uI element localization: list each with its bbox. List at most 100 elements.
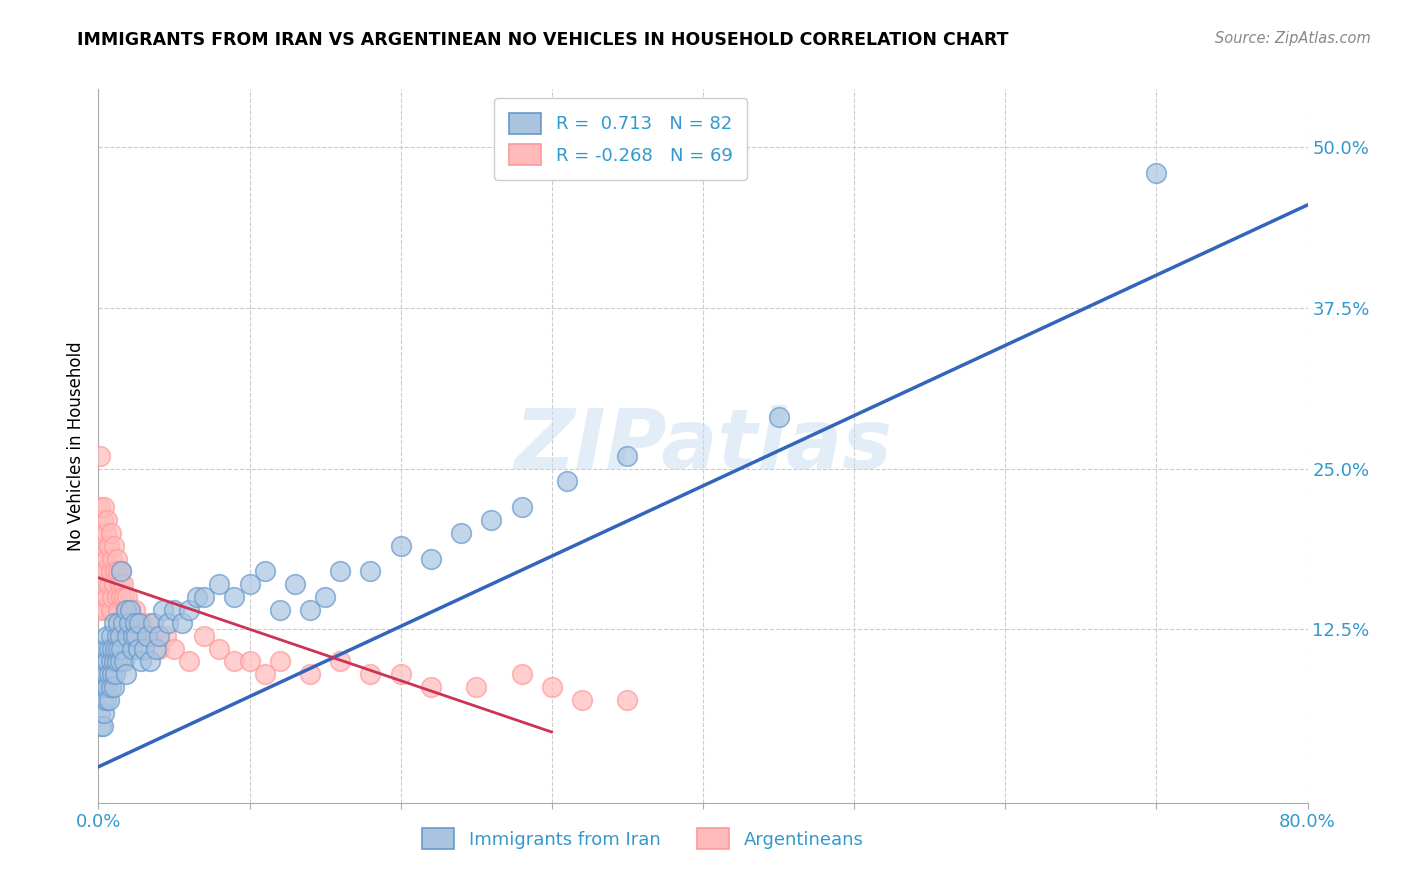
Point xyxy=(135,629,157,643)
Point xyxy=(90,603,112,617)
Point xyxy=(299,667,322,681)
Point xyxy=(94,641,117,656)
Point xyxy=(450,525,472,540)
Text: Source: ZipAtlas.com: Source: ZipAtlas.com xyxy=(1215,31,1371,46)
Point xyxy=(103,615,125,630)
Point xyxy=(299,603,322,617)
Point xyxy=(110,565,132,579)
Point xyxy=(142,615,165,630)
Point xyxy=(142,629,165,643)
Legend: Immigrants from Iran, Argentineans: Immigrants from Iran, Argentineans xyxy=(413,819,872,858)
Point xyxy=(96,629,118,643)
Point xyxy=(148,629,170,643)
Point xyxy=(98,641,121,656)
Point xyxy=(120,603,142,617)
Point xyxy=(103,654,125,668)
Point xyxy=(100,654,122,668)
Y-axis label: No Vehicles in Household: No Vehicles in Household xyxy=(66,341,84,551)
Point xyxy=(93,706,115,720)
Point xyxy=(170,615,193,630)
Point xyxy=(100,565,122,579)
Point xyxy=(224,654,246,668)
Point xyxy=(100,525,122,540)
Point xyxy=(108,654,131,668)
Point xyxy=(481,513,503,527)
Point xyxy=(120,603,142,617)
Point xyxy=(389,539,412,553)
Point xyxy=(96,551,118,566)
Point xyxy=(360,565,382,579)
Point xyxy=(111,577,134,591)
Point xyxy=(179,603,201,617)
Point xyxy=(91,719,114,733)
Point xyxy=(136,615,159,630)
Point xyxy=(118,615,141,630)
Point xyxy=(129,615,152,630)
Point xyxy=(108,577,131,591)
Point xyxy=(329,565,352,579)
Point xyxy=(105,590,128,604)
Point xyxy=(269,654,291,668)
Text: ZIPatlas: ZIPatlas xyxy=(515,406,891,486)
Point xyxy=(163,641,186,656)
Point xyxy=(510,500,533,514)
Point xyxy=(94,693,117,707)
Point xyxy=(101,590,124,604)
Point xyxy=(98,577,121,591)
Point xyxy=(101,551,124,566)
Point xyxy=(101,641,124,656)
Point xyxy=(139,654,162,668)
Point xyxy=(163,603,186,617)
Text: IMMIGRANTS FROM IRAN VS ARGENTINEAN NO VEHICLES IN HOUSEHOLD CORRELATION CHART: IMMIGRANTS FROM IRAN VS ARGENTINEAN NO V… xyxy=(77,31,1010,49)
Point xyxy=(91,551,114,566)
Point xyxy=(100,680,122,694)
Point xyxy=(115,629,138,643)
Point xyxy=(93,539,115,553)
Point xyxy=(208,577,231,591)
Point xyxy=(768,410,790,425)
Point xyxy=(121,641,143,656)
Point xyxy=(128,615,150,630)
Point xyxy=(105,551,128,566)
Point xyxy=(96,654,118,668)
Point xyxy=(179,654,201,668)
Point xyxy=(100,603,122,617)
Point xyxy=(193,629,215,643)
Point xyxy=(105,629,128,643)
Point xyxy=(96,590,118,604)
Point xyxy=(152,603,174,617)
Point xyxy=(107,615,129,630)
Point xyxy=(110,590,132,604)
Point xyxy=(118,615,141,630)
Point xyxy=(208,641,231,656)
Point xyxy=(94,525,117,540)
Point xyxy=(239,577,262,591)
Point xyxy=(90,525,112,540)
Point xyxy=(89,449,111,463)
Point xyxy=(125,615,148,630)
Point xyxy=(98,693,121,707)
Point xyxy=(114,603,136,617)
Point xyxy=(360,667,382,681)
Point xyxy=(105,654,128,668)
Point xyxy=(91,513,114,527)
Point xyxy=(132,629,155,643)
Point xyxy=(112,590,135,604)
Point xyxy=(124,603,146,617)
Point xyxy=(127,629,149,643)
Point xyxy=(193,590,215,604)
Point xyxy=(110,565,132,579)
Point xyxy=(94,603,117,617)
Point xyxy=(127,641,149,656)
Point xyxy=(389,667,412,681)
Point xyxy=(89,500,111,514)
Point xyxy=(107,565,129,579)
Point xyxy=(93,577,115,591)
Point xyxy=(253,667,276,681)
Point xyxy=(98,539,121,553)
Point xyxy=(94,667,117,681)
Point xyxy=(111,615,134,630)
Point xyxy=(91,667,114,681)
Point xyxy=(239,654,262,668)
Point xyxy=(103,577,125,591)
